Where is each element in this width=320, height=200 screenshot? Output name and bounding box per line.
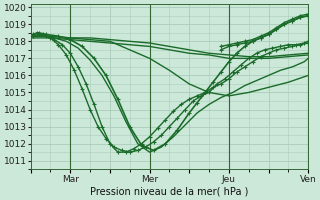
- X-axis label: Pression niveau de la mer( hPa ): Pression niveau de la mer( hPa ): [90, 187, 249, 197]
